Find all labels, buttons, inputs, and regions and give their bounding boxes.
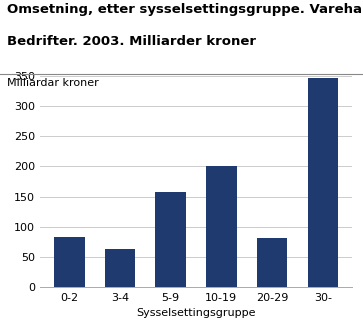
Bar — [307, 78, 338, 287]
Bar — [257, 238, 287, 287]
Text: Omsetning, etter sysselsettingsgruppe. Varehandel i alt.: Omsetning, etter sysselsettingsgruppe. V… — [7, 3, 363, 16]
X-axis label: Sysselsettingsgruppe: Sysselsettingsgruppe — [136, 308, 256, 318]
Bar — [206, 166, 237, 287]
Bar — [155, 192, 186, 287]
Bar — [54, 237, 85, 287]
Text: Milliardar kroner: Milliardar kroner — [7, 78, 99, 87]
Text: Bedrifter. 2003. Milliarder kroner: Bedrifter. 2003. Milliarder kroner — [7, 35, 256, 48]
Bar — [105, 249, 135, 287]
